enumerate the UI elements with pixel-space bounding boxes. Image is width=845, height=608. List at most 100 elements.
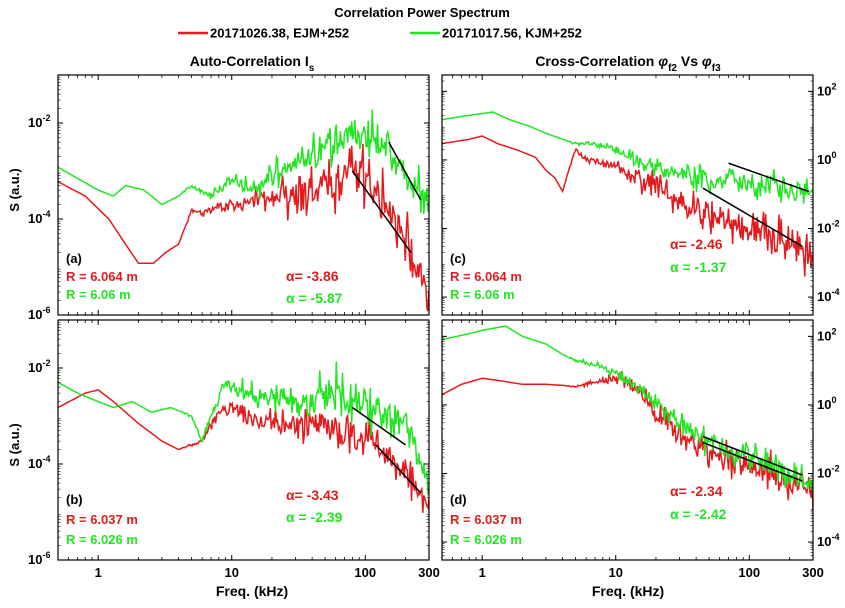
panel-d-ytick-base: 10 [817, 328, 831, 343]
col-title-right-mid: Vs [677, 53, 702, 69]
panel-a-fit-line-1 [351, 170, 412, 253]
panel-a-ytick-exp: -6 [42, 305, 50, 315]
panel-c-alpha-label-2: α = -1.37 [670, 259, 727, 275]
panel-c-r-label-1: R = 6.064 m [450, 269, 522, 284]
panel-d-xtick-label: 10 [609, 565, 623, 580]
panel-a-label: (a) [66, 251, 82, 266]
panel-a-ytick-label: 10-4 [28, 209, 50, 226]
xlabel-left: Freq. (kHz) [216, 583, 288, 599]
ylabel-bottom: S (a.u.) [7, 423, 22, 466]
col-title-right: Cross-Correlation φf2 Vs φf3 [535, 53, 721, 74]
panel-b-series-2 [58, 361, 429, 496]
panel-c-label: (c) [450, 251, 466, 266]
panel-c-ytick-base: 10 [817, 289, 831, 304]
panel-a-alpha-label-1: α= -3.86 [286, 268, 339, 284]
panel-a-ytick-exp: -4 [42, 209, 50, 219]
panel-d-ytick-exp: -2 [831, 464, 839, 474]
panel-d-xtick-label: 300 [802, 565, 824, 580]
panel-b-ytick-exp: -6 [42, 550, 50, 560]
panel-d-xtick-label: 1 [479, 565, 486, 580]
panel-d-ytick-exp: -4 [831, 532, 839, 542]
panel-b-ytick-label: 10-2 [28, 358, 50, 375]
panel-a-series-1 [58, 143, 429, 312]
panel-d-xtick-label: 100 [738, 565, 760, 580]
panel-a-ytick-base: 10 [28, 211, 42, 226]
panel-d-xaxis: 1 10 100 300 [452, 320, 824, 580]
panel-c-ytick-exp: 2 [831, 81, 836, 91]
col-title-left-sub: s [309, 63, 315, 74]
legend-label-2: 20171017.56, KJM+252 [442, 26, 582, 41]
panel-d-ytick-label: 10-4 [817, 532, 839, 549]
panel-d-series-1 [442, 370, 813, 511]
panel-d-ytick-base: 10 [817, 397, 831, 412]
panel-a: 10-610-410-2(a)R = 6.064 mR = 6.06 mα= -… [28, 74, 430, 322]
panel-d-fit-line-2 [702, 435, 803, 476]
panel-b-ytick-exp: -4 [42, 454, 50, 464]
panel-a-fit-line-2 [388, 141, 422, 201]
panel-c-ytick-label: 10-2 [817, 219, 839, 236]
panel-d-ytick-base: 10 [817, 466, 831, 481]
panel-a-xaxis [68, 75, 430, 315]
panel-b-frame [57, 319, 430, 561]
panel-b-r-label-2: R = 6.026 m [66, 532, 138, 547]
panel-b-label: (b) [66, 492, 83, 507]
panel-c-ytick-label: 102 [817, 81, 836, 98]
panel-b-ytick-label: 10-6 [28, 550, 50, 567]
panel-d-ytick-exp: 0 [831, 395, 836, 405]
panel-b-alpha-label-2: α = -2.39 [286, 509, 343, 525]
xlabel-right: Freq. (kHz) [592, 583, 664, 599]
panel-b-xtick-label: 1 [95, 565, 102, 580]
panel-a-r-label-2: R = 6.06 m [66, 287, 131, 302]
panel-a-ytick-base: 10 [28, 115, 42, 130]
col-title-right-phi2: φ [702, 53, 712, 69]
panel-a-series-2 [58, 109, 429, 214]
panel-c-fit-line-1 [728, 162, 810, 193]
panel-c-series-2 [442, 111, 813, 204]
panel-c-series-1 [442, 135, 813, 277]
panel-a-frame [57, 74, 430, 316]
panel-c-ytick-label: 100 [817, 150, 836, 167]
panel-b-fit-line-2 [375, 444, 422, 494]
panel-b-xtick-label: 100 [354, 565, 376, 580]
legend: 20171026.38, EJM+252 20171017.56, KJM+25… [178, 26, 582, 41]
panel-a-ytick-label: 10-6 [28, 305, 50, 322]
panel-b-ytick-base: 10 [28, 552, 42, 567]
panel-b-series-1 [58, 389, 429, 513]
col-title-right-phi1: φ [658, 53, 668, 69]
panel-d-ytick-label: 100 [817, 395, 836, 412]
panel-d-ytick-exp: 2 [831, 326, 836, 336]
panel-c-ytick-exp: -2 [831, 219, 839, 229]
panel-b-xtick-label: 300 [418, 565, 440, 580]
panel-d-r-label-2: R = 6.026 m [450, 532, 522, 547]
panel-b-yaxis: 10-610-410-2 [28, 321, 429, 567]
ylabel-top: S (a.u.) [7, 168, 22, 211]
panel-d-ytick-label: 102 [817, 326, 836, 343]
panel-b-ytick-label: 10-4 [28, 454, 50, 471]
panel-b-xtick-label: 10 [225, 565, 239, 580]
panel-d-series-2 [442, 325, 813, 492]
panel-c-ytick-base: 10 [817, 152, 831, 167]
panel-b-ytick-base: 10 [28, 456, 42, 471]
panel-c-fit-line-2 [702, 187, 803, 248]
panels: 10-610-410-2(a)R = 6.064 mR = 6.06 mα= -… [28, 74, 839, 580]
panel-d-frame [441, 319, 814, 561]
panel-d-fit-line-1 [702, 441, 803, 482]
panel-c-alpha-label-1: α= -2.46 [670, 236, 723, 252]
panel-a-alpha-label-2: α = -5.87 [286, 290, 343, 306]
panel-b-xaxis: 1 10 100 300 [68, 320, 440, 580]
panel-b-alpha-label-1: α= -3.43 [286, 487, 339, 503]
panel-d-alpha-label-2: α = -2.42 [670, 506, 727, 522]
col-title-left: Auto-Correlation Is [190, 53, 315, 74]
panel-a-ytick-exp: -2 [42, 113, 50, 123]
panel-d-ytick-label: 10-2 [817, 464, 839, 481]
panel-c-r-label-2: R = 6.06 m [450, 287, 515, 302]
panel-c-ytick-exp: 0 [831, 150, 836, 160]
panel-c-ytick-exp: -4 [831, 287, 839, 297]
panel-c-ytick-base: 10 [817, 83, 831, 98]
